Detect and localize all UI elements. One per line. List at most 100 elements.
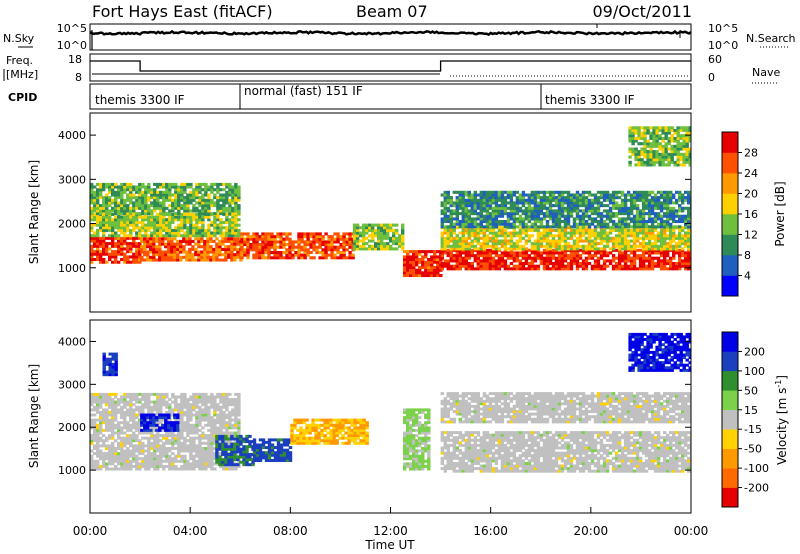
heatmap-cell-power-cells-9	[485, 206, 490, 210]
heatmap-cell-power-cells-2	[153, 201, 157, 205]
heatmap-cell-power-cells-9	[488, 206, 493, 210]
heatmap-cell-power-cells-9	[647, 198, 652, 202]
heatmap-cell-power-cells-2	[108, 190, 112, 194]
heatmap-cell-vel-cells-0	[99, 454, 103, 458]
heatmap-cell-power-cells-2	[153, 198, 157, 202]
heatmap-cell-power-cells-2	[117, 185, 121, 189]
heatmap-cell-power-cells-2	[159, 204, 163, 208]
heatmap-cell-power-cells-10	[676, 152, 680, 156]
heatmap-cell-power-cells-1	[186, 231, 190, 235]
heatmap-cell-power-cells-9	[572, 201, 577, 205]
heatmap-cell-power-cells-8	[620, 228, 625, 232]
heatmap-cell-power-cells-3	[191, 239, 195, 243]
heatmap-cell-power-cells-3	[158, 255, 162, 259]
heatmap-cell-power-cells-3	[224, 237, 228, 241]
heatmap-cell-power-cells-10	[658, 136, 662, 140]
heatmap-cell-power-cells-8	[623, 231, 628, 235]
heatmap-cell-vel-cells-0	[138, 462, 142, 466]
heatmap-cell-power-cells-9	[614, 212, 619, 216]
heatmap-cell-power-cells-10	[685, 131, 689, 135]
heatmap-cell-power-cells-8	[572, 242, 577, 246]
heatmap-cell-vel-cells-0	[96, 441, 100, 445]
heatmap-cell-power-cells-7	[476, 259, 480, 263]
heatmap-cell-vel-cells-0	[171, 410, 175, 414]
heatmap-cell-power-cells-9	[602, 204, 607, 208]
heatmap-cell-power-cells-3	[161, 237, 165, 241]
heatmap-cell-power-cells-4	[336, 245, 340, 249]
heatmap-cell-power-cells-1	[192, 234, 196, 238]
heatmap-cell-vel-cells-0	[135, 421, 139, 425]
heatmap-cell-power-cells-3	[230, 255, 234, 259]
heatmap-cell-power-cells-8	[524, 228, 529, 232]
heatmap-cell-power-cells-5	[401, 247, 405, 251]
heatmap-cell-vel-cells-0	[171, 467, 175, 471]
heatmap-cell-power-cells-8	[518, 228, 523, 232]
heatmap-cell-power-cells-5	[383, 223, 387, 227]
heatmap-cell-power-cells-4	[240, 248, 244, 252]
heatmap-cell-power-cells-4	[279, 240, 283, 244]
heatmap-cell-power-cells-9	[641, 209, 646, 213]
heatmap-cell-vel-cells-0	[168, 467, 172, 471]
heatmap-cell-power-cells-7	[596, 267, 601, 271]
heatmap-cell-power-cells-2	[105, 198, 109, 202]
heatmap-cell-power-cells-8	[672, 228, 676, 232]
heatmap-cell-power-cells-6	[409, 258, 413, 262]
heatmap-cell-power-cells-9	[678, 209, 682, 213]
heatmap-cell-power-cells-8	[539, 239, 544, 243]
heatmap-cell-power-cells-10	[646, 158, 650, 162]
heatmap-cell-power-cells-9	[566, 209, 571, 213]
heatmap-cell-vel-cells-0	[171, 444, 175, 448]
heatmap-cell-power-cells-5	[362, 231, 366, 235]
heatmap-cell-vel-cells-0	[156, 398, 160, 402]
heatmap-cell-power-cells-6	[427, 266, 431, 270]
heatmap-cell-power-cells-8	[684, 239, 688, 243]
heatmap-cell-power-cells-9	[575, 209, 580, 213]
heatmap-cell-vel-cells-0	[147, 447, 151, 450]
heatmap-cell-power-cells-9	[443, 196, 447, 200]
heatmap-cell-power-cells-8	[593, 239, 598, 243]
heatmap-cell-power-cells-8	[663, 239, 667, 243]
heatmap-cell-power-cells-2	[237, 209, 241, 213]
heatmap-cell-power-cells-3	[167, 242, 171, 246]
heatmap-cell-power-cells-1	[144, 226, 148, 230]
heatmap-cell-power-cells-3	[170, 258, 174, 262]
heatmap-cell-power-cells-9	[482, 196, 487, 200]
heatmap-cell-power-cells-10	[637, 134, 641, 138]
heatmap-cell-power-cells-9	[509, 198, 514, 202]
heatmap-cell-power-cells-7	[641, 264, 646, 268]
heatmap-cell-power-cells-9	[650, 222, 655, 226]
heatmap-cell-power-cells-4	[249, 248, 253, 252]
heatmap-cell-power-cells-9	[629, 198, 634, 202]
heatmap-cell-power-cells-1	[213, 234, 217, 238]
heatmap-cell-power-cells-9	[590, 204, 595, 208]
heatmap-cell-power-cells-5	[368, 226, 372, 230]
heatmap-cell-power-cells-1	[228, 218, 232, 222]
heatmap-cell-power-cells-10	[688, 163, 691, 167]
heatmap-cell-power-cells-6	[433, 260, 437, 264]
heatmap-cell-power-cells-3	[200, 258, 204, 262]
heatmap-cell-power-cells-1	[132, 228, 136, 232]
heatmap-cell-power-cells-3	[200, 245, 204, 249]
heatmap-cell-power-cells-4	[324, 232, 328, 236]
heatmap-cell-power-cells-10	[682, 155, 686, 159]
heatmap-cell-power-cells-10	[682, 144, 686, 148]
heatmap-cell-power-cells-2	[231, 196, 235, 200]
heatmap-cell-vel-cells-0	[126, 436, 130, 440]
heatmap-cell-power-cells-2	[201, 201, 205, 205]
heatmap-cell-power-cells-7	[581, 259, 586, 263]
heatmap-cell-power-cells-9	[443, 206, 447, 210]
heatmap-cell-power-cells-7	[599, 251, 604, 255]
heatmap-cell-power-cells-10	[661, 163, 665, 167]
heatmap-cell-power-cells-9	[617, 220, 622, 224]
heatmap-cell-vel-cells-0	[147, 436, 151, 440]
heatmap-cell-power-cells-7	[641, 259, 646, 263]
heatmap-cell-power-cells-2	[96, 212, 100, 216]
heatmap-cell-power-cells-9	[557, 190, 562, 194]
heatmap-cell-power-cells-1	[147, 234, 151, 238]
heatmap-cell-power-cells-3	[149, 245, 153, 249]
heatmap-cell-power-cells-1	[111, 226, 115, 230]
heatmap-cell-power-cells-9	[647, 201, 652, 205]
heatmap-cell-power-cells-9	[635, 198, 640, 202]
heatmap-cell-power-cells-7	[620, 256, 625, 260]
heatmap-cell-vel-cells-0	[159, 408, 163, 412]
